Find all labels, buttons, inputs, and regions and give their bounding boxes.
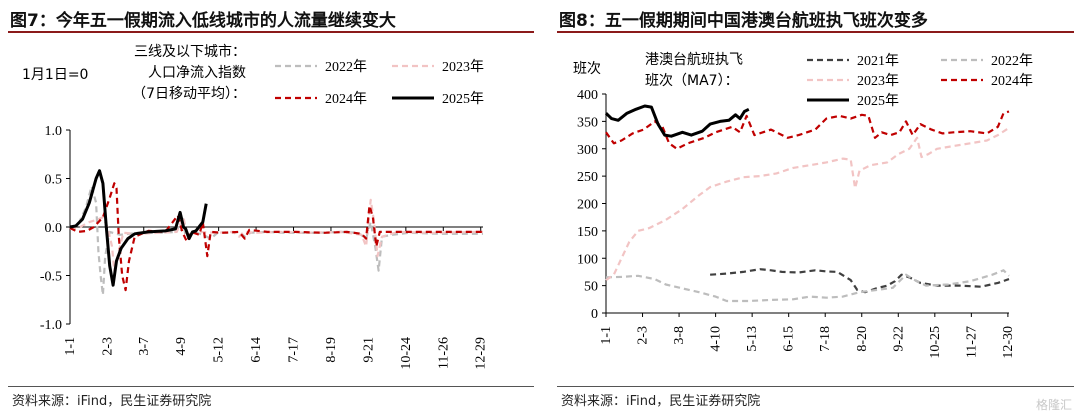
x-tick-label: 1-1 <box>63 337 78 356</box>
x-tick-label: 3-8 <box>672 326 687 345</box>
x-tick-label: 6-15 <box>782 326 797 352</box>
x-tick-label: 11-27 <box>964 326 979 358</box>
y-tick-label: 0 <box>591 307 598 322</box>
x-tick-label: 5-12 <box>212 337 227 363</box>
x-tick-label: 4-9 <box>174 337 189 356</box>
legend-label-2025: 2025年 <box>857 93 899 109</box>
series-line-2021 <box>710 268 1010 294</box>
title-rule-right <box>557 31 1074 33</box>
legend-label-2023: 2023年 <box>442 59 484 75</box>
legend-label-2022: 2022年 <box>325 59 367 75</box>
x-tick-label: 12-30 <box>1001 326 1016 359</box>
x-tick-label: 2-3 <box>636 326 651 345</box>
y-tick-label: 300 <box>577 143 598 158</box>
y-tick-label: 350 <box>577 115 598 130</box>
chart-title-left: 图7：今年五一假期流入低线城市的人流量继续变大 <box>10 11 396 31</box>
x-tick-label: 12-29 <box>474 337 489 370</box>
y-tick-label: -1.0 <box>40 318 62 333</box>
x-tick-label: 9-21 <box>361 337 376 363</box>
legend-label-2024: 2024年 <box>991 73 1033 89</box>
y-tick-label: 250 <box>577 170 598 185</box>
title-rule-left <box>8 31 534 33</box>
chart-right: 400 350 300 250 200 150 100 50 01-1 2-3 3-8 4-10 5-1… <box>573 52 1033 359</box>
y-tick-label: 50 <box>584 280 598 295</box>
series-line-2023 <box>69 198 484 272</box>
series-line-2024 <box>69 182 483 292</box>
legend-label-2021: 2021年 <box>857 53 899 69</box>
y-tick-label: 150 <box>577 225 598 240</box>
x-tick-label: 11-26 <box>436 337 451 369</box>
series-line-2025 <box>69 169 208 287</box>
watermark-logo: 格隆汇 <box>1035 398 1072 412</box>
x-tick-label: 10-24 <box>399 337 414 370</box>
series-line-2025 <box>604 104 750 138</box>
y-axis-unit-label: 班次 <box>573 61 601 77</box>
x-tick-label: 8-19 <box>324 337 339 363</box>
x-tick-label: 7-18 <box>818 326 833 352</box>
legend-label-2024: 2024年 <box>325 91 367 107</box>
y-tick-label: 400 <box>577 88 598 103</box>
y-tick-label: 100 <box>577 252 598 267</box>
x-tick-label: 4-10 <box>709 326 724 352</box>
x-tick-label: 7-17 <box>287 337 302 363</box>
source-left: 资料来源：iFind，民生证券研究院 <box>12 394 212 409</box>
chart-title-right: 图8：五一假期期间中国港澳台航班执飞班次变多 <box>559 11 928 31</box>
series-line-2022 <box>69 185 483 296</box>
legend-title-line: 人口净流入指数 <box>148 65 246 81</box>
legend-title-line: 港澳台航班执飞 <box>645 52 743 68</box>
legend-title-line: （7日移动平均）： <box>132 86 246 102</box>
y-tick-label: 0.5 <box>45 173 63 188</box>
panel-left: 图7：今年五一假期流入低线城市的人流量继续变大 1.0 0.5 0.0 -0.5 -1.… <box>8 11 534 409</box>
x-tick-label: 1-1 <box>599 326 614 345</box>
legend-title-line: 三线及以下城市： <box>134 43 246 60</box>
source-right: 资料来源：iFind，民生证券研究院 <box>561 394 761 409</box>
x-tick-label: 2-3 <box>100 337 115 356</box>
y-tick-label: 200 <box>577 198 598 213</box>
legend-label-2025: 2025年 <box>442 91 484 107</box>
series-line-2023 <box>605 126 1010 282</box>
x-tick-label: 3-7 <box>137 337 152 356</box>
x-tick-label: 10-25 <box>928 326 943 359</box>
source-rule-right <box>557 386 1074 387</box>
y-tick-label: 0.0 <box>45 221 63 236</box>
source-rule-left <box>8 386 534 387</box>
series-line-2022 <box>605 269 1010 303</box>
legend-label-2022: 2022年 <box>991 53 1033 69</box>
x-tick-label: 8-20 <box>855 326 870 352</box>
unit-note: 1月1日=0 <box>22 67 88 83</box>
legend-label-2023: 2023年 <box>857 73 899 89</box>
legend-title-line: 班次（MA7）： <box>645 73 739 89</box>
panel-right: 图8：五一假期期间中国港澳台航班执飞班次变多 400 350 300 250 200 15… <box>549 0 1080 417</box>
x-tick-label: 6-14 <box>249 337 264 363</box>
y-tick-label: 1.0 <box>45 124 63 139</box>
x-tick-label: 5-13 <box>745 326 760 352</box>
chart-left: 1.0 0.5 0.0 -0.5 -1.01-1 2-3 3-7 4-9 5-12 6-14 7-1… <box>22 43 489 370</box>
series-line-2024 <box>605 110 1010 150</box>
x-tick-label: 9-22 <box>891 326 906 352</box>
y-tick-label: -0.5 <box>40 270 62 285</box>
